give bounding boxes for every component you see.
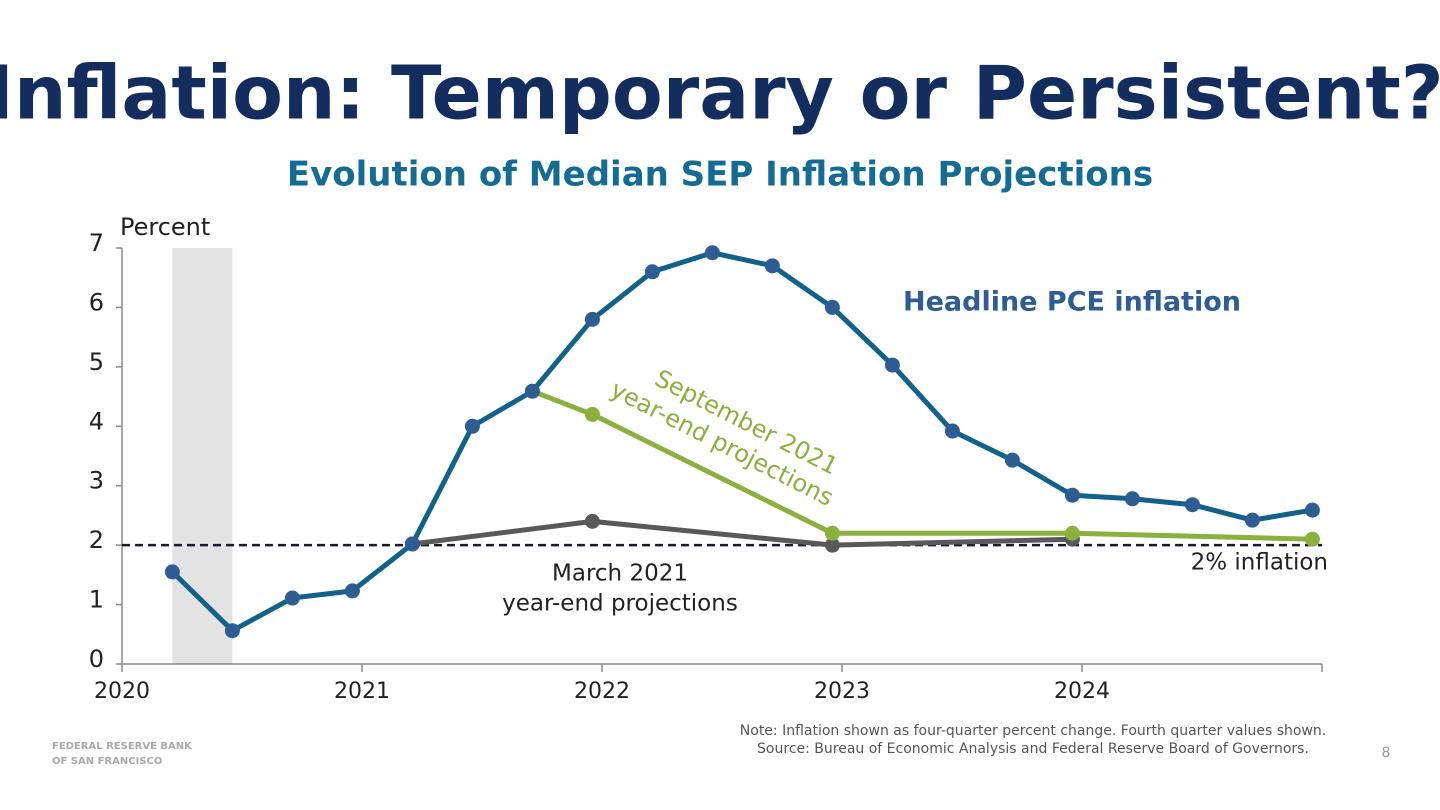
series-marker bbox=[824, 525, 840, 541]
series-marker bbox=[1064, 525, 1080, 541]
y-axis-label: Percent bbox=[120, 213, 210, 241]
series-marker bbox=[944, 423, 960, 439]
chart-note: Source: Bureau of Economic Analysis and … bbox=[757, 741, 1309, 757]
y-tick-label: 4 bbox=[89, 407, 104, 435]
series-marker bbox=[704, 245, 720, 261]
series-marker bbox=[884, 357, 900, 373]
y-tick-label: 7 bbox=[89, 229, 104, 257]
chart-subtitle: Evolution of Median SEP Inflation Projec… bbox=[287, 155, 1153, 195]
series-marker bbox=[824, 537, 840, 553]
series-marker bbox=[1184, 497, 1200, 513]
page-number: 8 bbox=[1382, 745, 1391, 761]
x-tick-label: 2024 bbox=[1054, 679, 1110, 704]
series-marker bbox=[584, 406, 600, 422]
series-line bbox=[412, 518, 1073, 548]
y-tick-label: 5 bbox=[89, 348, 104, 376]
footer-org: FEDERAL RESERVE BANK bbox=[52, 741, 193, 752]
series-label: Headline PCE inflation bbox=[903, 287, 1241, 318]
series-marker bbox=[464, 418, 480, 434]
series-marker bbox=[1304, 531, 1320, 547]
series-marker bbox=[284, 590, 300, 606]
x-tick-label: 2022 bbox=[574, 679, 630, 704]
y-tick-label: 1 bbox=[89, 586, 104, 614]
series-marker bbox=[344, 583, 360, 599]
series-marker bbox=[1064, 487, 1080, 503]
series-marker bbox=[584, 311, 600, 327]
series-marker bbox=[224, 623, 240, 639]
y-tick-label: 0 bbox=[89, 645, 104, 673]
series-marker bbox=[644, 264, 660, 280]
series-marker bbox=[164, 564, 180, 580]
x-tick-label: 2023 bbox=[814, 679, 870, 704]
series-line bbox=[170, 250, 1313, 634]
chart-note: Note: Inflation shown as four-quarter pe… bbox=[740, 723, 1326, 739]
slide-title: Inflation: Temporary or Persistent? bbox=[0, 51, 1440, 137]
series-marker bbox=[524, 383, 540, 399]
series-marker bbox=[584, 513, 600, 529]
shaded-region bbox=[172, 248, 233, 664]
y-tick-label: 3 bbox=[89, 467, 104, 495]
series-marker bbox=[404, 536, 420, 552]
series-marker bbox=[764, 258, 780, 274]
series-marker bbox=[1244, 512, 1260, 528]
series-label: year-end projections bbox=[502, 591, 738, 617]
reference-label: 2% inflation bbox=[1191, 550, 1328, 576]
series-marker bbox=[1304, 502, 1320, 518]
x-tick-label: 2020 bbox=[94, 679, 150, 704]
footer-org: OF SAN FRANCISCO bbox=[52, 756, 162, 767]
series-marker bbox=[1004, 452, 1020, 468]
series-label: March 2021 bbox=[552, 561, 688, 587]
y-tick-label: 6 bbox=[89, 288, 104, 316]
series-marker bbox=[824, 299, 840, 315]
y-tick-label: 2 bbox=[89, 526, 104, 554]
series-marker bbox=[1124, 491, 1140, 507]
x-tick-label: 2021 bbox=[334, 679, 390, 704]
